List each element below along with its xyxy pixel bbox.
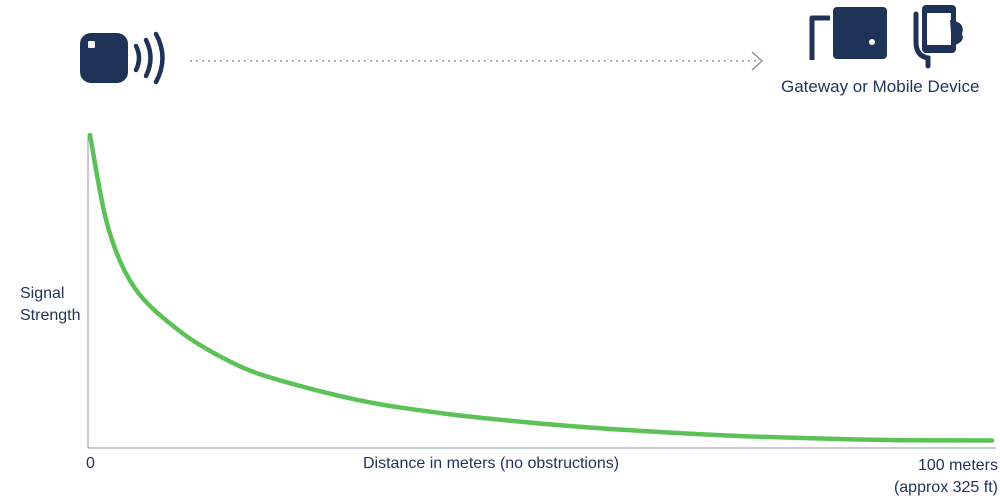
gateway-icon [809,7,887,60]
beacon-icon [80,31,165,85]
signal-strength-curve [87,132,995,443]
device-label: Gateway or Mobile Device [781,77,980,96]
mobile-phone-icon [913,5,963,69]
x-tick-start: 0 [86,455,95,472]
y-axis-label-line-1: Signal [20,285,65,302]
x-axis-title: Distance in meters (no obstructions) [363,455,620,472]
x-tick-end: 100 meters (approx 325 ft) [894,455,998,499]
x-tick-end-line-1: 100 meters [917,457,998,474]
y-axis-label: Signal Strength [20,283,80,327]
y-axis-label-line-2: Strength [20,307,81,324]
x-tick-end-line-2: (approx 325 ft) [893,479,998,496]
dotted-arrow-icon [190,51,764,71]
